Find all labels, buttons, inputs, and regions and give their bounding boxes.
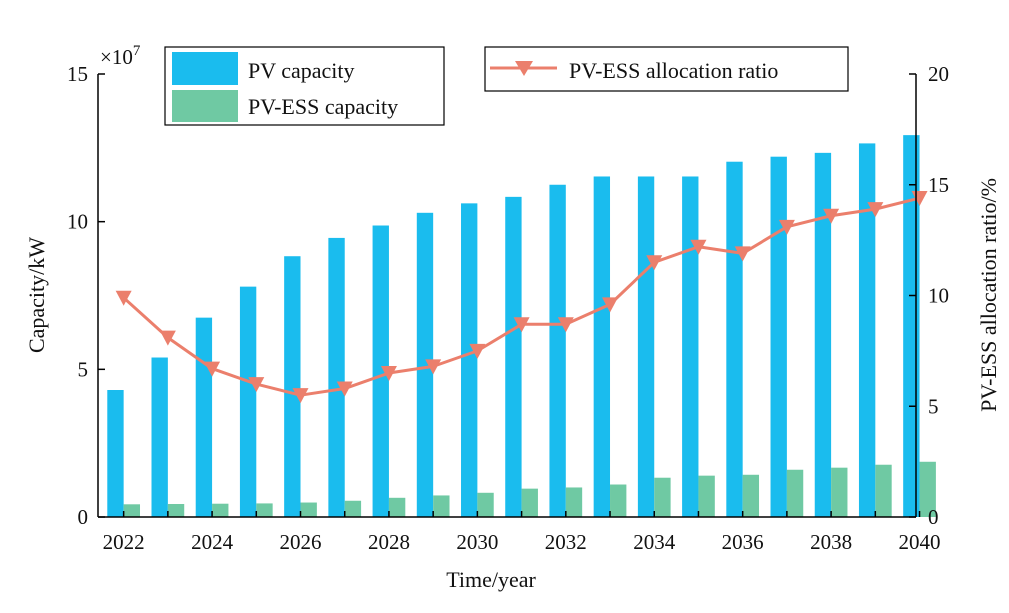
ratio-marker-2025 <box>248 377 265 393</box>
x-axis-label: Time/year <box>446 567 536 592</box>
legend-label-allocation-ratio: PV-ESS allocation ratio <box>569 58 778 83</box>
bar-pv-capacity-2038 <box>814 152 832 517</box>
legend-marker-triangle-down <box>515 61 533 76</box>
ratio-marker-2033 <box>602 297 619 313</box>
bar-pv-capacity-2024 <box>195 317 213 517</box>
bar-pv-capacity-2022 <box>107 390 124 517</box>
bar-pv-ess-capacity-2026 <box>300 502 317 517</box>
ratio-marker-2022 <box>115 290 132 306</box>
ratio-marker-2024 <box>204 361 221 377</box>
x-tick-label: 2034 <box>633 530 676 554</box>
bar-pv-capacity-2030 <box>461 203 478 517</box>
y-right-tick-label: 0 <box>928 505 939 529</box>
x-tick-label: 2022 <box>103 530 145 554</box>
bar-pv-capacity-2028 <box>372 225 389 518</box>
ratio-marker-2031 <box>513 317 530 333</box>
bar-pv-ess-capacity-2022 <box>123 504 141 517</box>
y-left-tick-label: 0 <box>78 505 89 529</box>
bar-pv-ess-capacity-2038 <box>831 467 848 517</box>
left-axis-multiplier-exponent: 7 <box>133 43 141 59</box>
ratio-marker-2027 <box>336 381 353 397</box>
bars-layer <box>107 135 936 518</box>
bar-pv-capacity-2032 <box>549 184 566 517</box>
legend-label-pv-capacity: PV capacity <box>248 58 355 83</box>
ratio-marker-2023 <box>159 330 176 346</box>
bar-pv-capacity-2035 <box>682 176 699 518</box>
y-right-tick-label: 10 <box>928 284 949 308</box>
legend-left: PV capacity PV-ESS capacity <box>164 46 445 126</box>
ticks-layer: 0 5 10 15 0 5 10 15 20 2022 2024 2026 2028 2030 2032 20… <box>67 62 949 554</box>
ratio-marker-2038 <box>823 208 840 224</box>
ratio-marker-2026 <box>292 388 309 404</box>
legend-right: PV-ESS allocation ratio <box>484 46 849 92</box>
y-right-tick-label: 15 <box>928 173 949 197</box>
y-right-tick-label: 20 <box>928 62 949 86</box>
bar-pv-ess-capacity-2031 <box>521 488 538 517</box>
bar-pv-capacity-2027 <box>328 237 345 517</box>
y-axis-left-label: Capacity/kW <box>24 237 49 353</box>
x-tick-label: 2038 <box>810 530 852 554</box>
bar-pv-ess-capacity-2030 <box>477 492 494 517</box>
bar-pv-ess-capacity-2040 <box>919 461 936 517</box>
ratio-marker-2037 <box>778 219 795 235</box>
y-left-tick-label: 15 <box>67 62 88 86</box>
bar-pv-capacity-2033 <box>593 176 611 518</box>
ratio-marker-2035 <box>690 239 707 255</box>
ratio-marker-2029 <box>425 359 442 375</box>
legend-swatch-pv-ess-capacity <box>172 90 238 122</box>
bar-pv-ess-capacity-2037 <box>786 469 804 517</box>
x-tick-label: 2030 <box>456 530 498 554</box>
bar-pv-capacity-2026 <box>284 256 301 517</box>
bar-pv-ess-capacity-2027 <box>344 500 362 517</box>
bar-pv-ess-capacity-2025 <box>256 503 273 517</box>
bar-pv-capacity-2039 <box>858 143 876 518</box>
ratio-marker-2028 <box>380 366 397 382</box>
ratio-marker-2030 <box>469 343 486 359</box>
bar-pv-capacity-2025 <box>239 286 257 517</box>
left-axis-multiplier: ×107 <box>100 43 141 69</box>
y-axis-right-label: PV-ESS allocation ratio/% <box>976 178 1001 412</box>
bar-pv-ess-capacity-2029 <box>433 495 450 517</box>
bar-pv-ess-capacity-2032 <box>565 487 583 517</box>
bar-pv-ess-capacity-2035 <box>698 475 715 517</box>
bar-pv-ess-capacity-2024 <box>212 503 229 517</box>
bar-pv-capacity-2037 <box>770 156 787 517</box>
y-right-tick-label: 5 <box>928 394 939 418</box>
x-tick-label: 2024 <box>191 530 234 554</box>
ratio-marker-2039 <box>867 202 884 218</box>
bar-pv-capacity-2034 <box>637 176 655 518</box>
bar-pv-capacity-2031 <box>505 196 522 517</box>
bar-pv-ess-capacity-2036 <box>742 474 760 517</box>
legend-label-pv-ess-capacity: PV-ESS capacity <box>248 94 398 119</box>
bar-pv-ess-capacity-2039 <box>875 464 892 517</box>
legend-swatch-pv-capacity <box>172 52 238 85</box>
ratio-marker-2034 <box>646 255 663 271</box>
ratio-line-layer <box>115 191 928 404</box>
bar-pv-capacity-2036 <box>726 161 743 518</box>
bar-pv-capacity-2029 <box>416 212 434 517</box>
bar-pv-capacity-2023 <box>151 357 168 517</box>
x-tick-label: 2026 <box>280 530 322 554</box>
ratio-marker-2032 <box>557 317 574 333</box>
y-left-tick-label: 10 <box>67 210 88 234</box>
x-tick-label: 2036 <box>722 530 764 554</box>
x-tick-label: 2032 <box>545 530 587 554</box>
bar-pv-ess-capacity-2028 <box>388 497 406 517</box>
y-left-tick-label: 5 <box>78 357 89 381</box>
x-tick-label: 2040 <box>899 530 941 554</box>
bar-pv-ess-capacity-2033 <box>610 484 627 517</box>
bar-pv-ess-capacity-2034 <box>654 477 671 517</box>
bar-pv-ess-capacity-2023 <box>167 504 185 517</box>
ratio-marker-2036 <box>734 246 751 262</box>
x-tick-label: 2028 <box>368 530 410 554</box>
